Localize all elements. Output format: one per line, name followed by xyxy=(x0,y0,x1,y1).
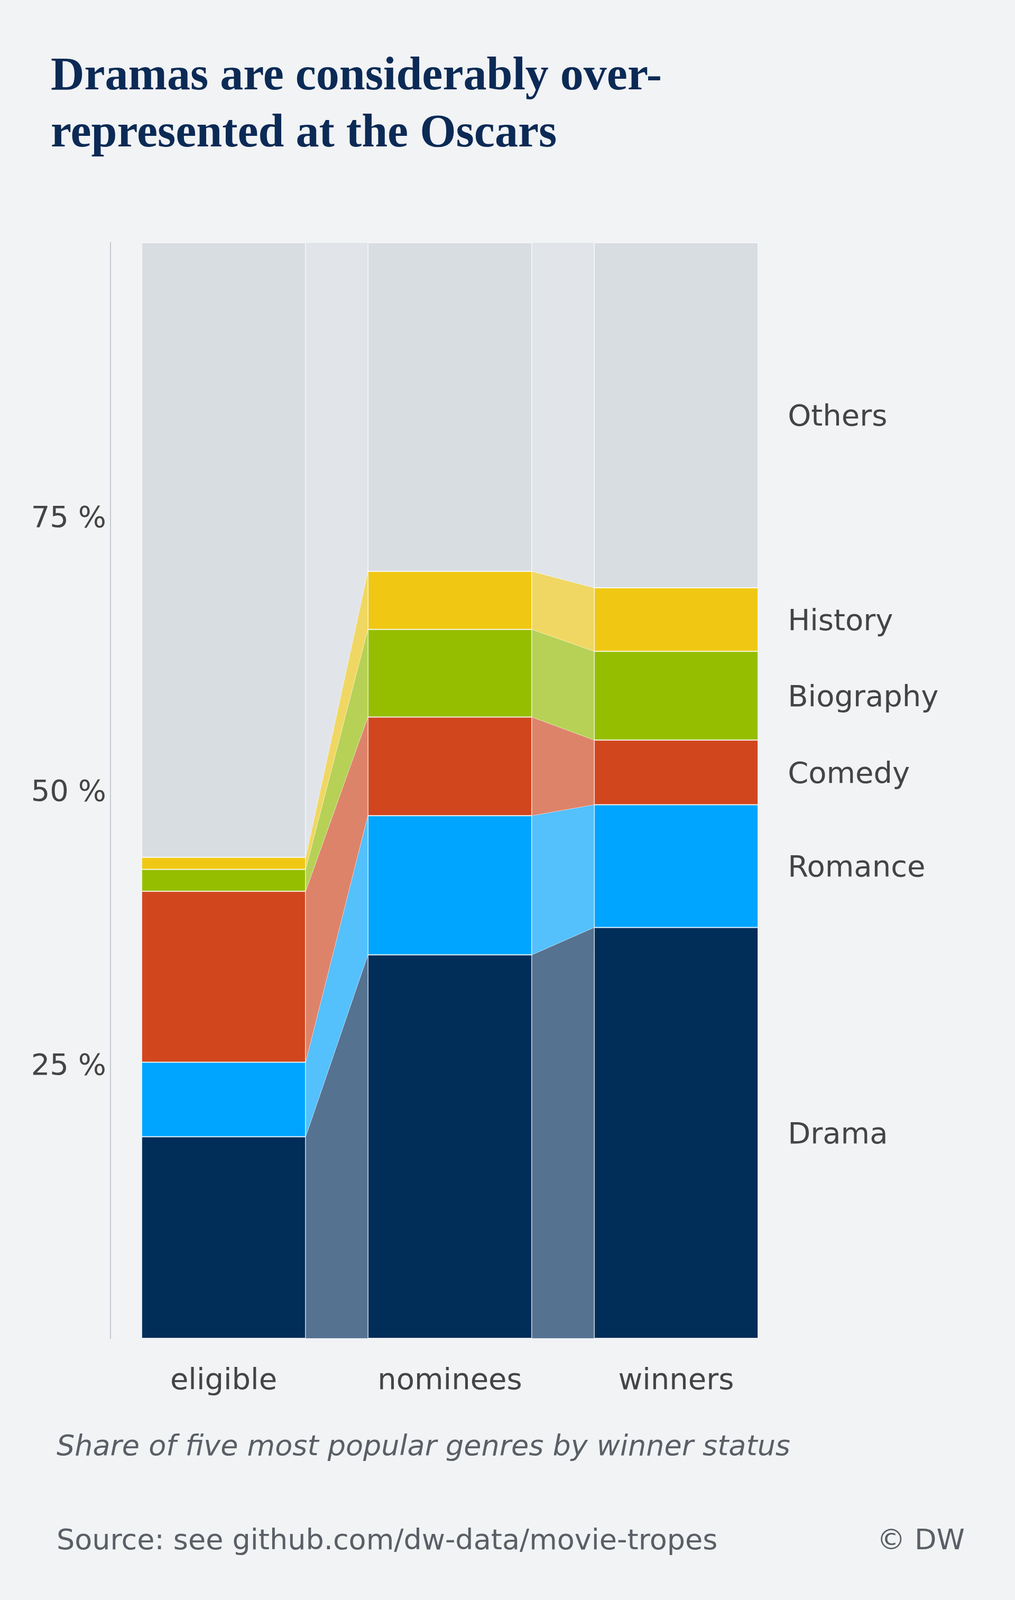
svg-text:Source: see github.com/dw-data: Source: see github.com/dw-data/movie-tro… xyxy=(56,1523,718,1557)
svg-text:Drama: Drama xyxy=(787,1115,888,1151)
svg-text:History: History xyxy=(787,602,893,638)
svg-text:nominees: nominees xyxy=(377,1361,522,1397)
svg-text:© DW: © DW xyxy=(877,1523,965,1557)
svg-text:Share of five most popular gen: Share of five most popular genres by win… xyxy=(56,1428,791,1463)
svg-text:eligible: eligible xyxy=(170,1361,278,1397)
svg-text:Comedy: Comedy xyxy=(787,755,910,790)
svg-text:Dramas are considerably over-: Dramas are considerably over- xyxy=(50,48,662,100)
svg-text:Romance: Romance xyxy=(787,849,926,884)
svg-text:Others: Others xyxy=(787,398,888,433)
svg-text:winners: winners xyxy=(618,1361,735,1397)
svg-text:75 %: 75 % xyxy=(31,499,107,534)
svg-text:50 %: 50 % xyxy=(31,773,107,808)
svg-text:Biography: Biography xyxy=(787,678,939,714)
svg-text:represented at the Oscars: represented at the Oscars xyxy=(50,105,557,157)
svg-text:25 %: 25 % xyxy=(31,1047,107,1082)
